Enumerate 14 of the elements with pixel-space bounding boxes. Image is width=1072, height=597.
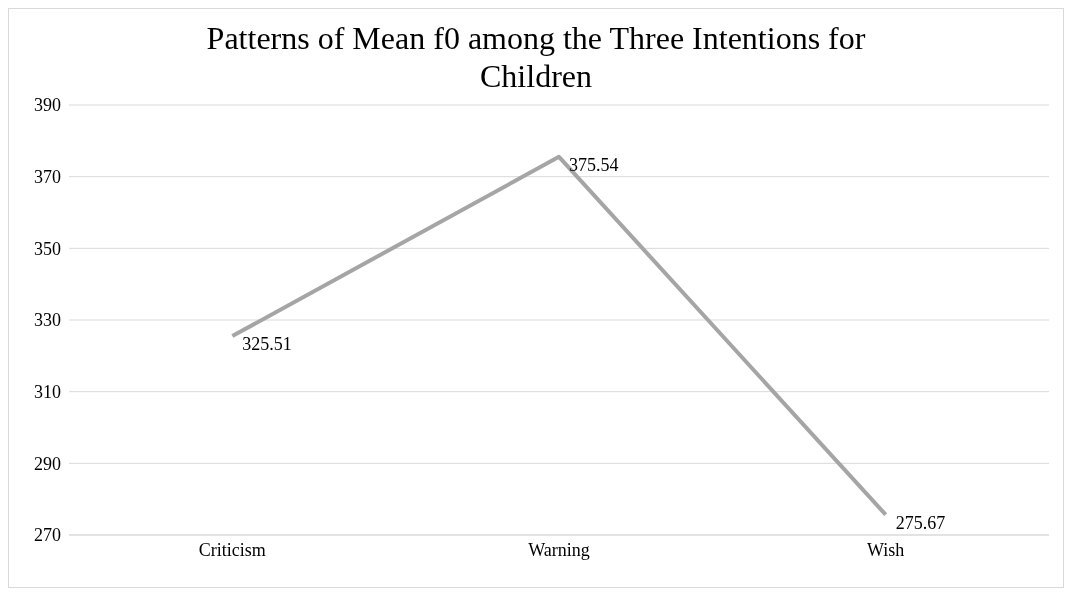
x-tick-label: Criticism: [198, 539, 266, 560]
y-tick-label: 370: [34, 167, 61, 188]
data-label: 375.54: [569, 154, 619, 175]
x-tick-label: Wish: [867, 539, 905, 560]
y-tick-label: 290: [34, 453, 61, 474]
y-tick-label: 310: [34, 382, 61, 403]
y-tick-label: 270: [34, 525, 61, 546]
data-label: 325.51: [242, 334, 292, 355]
y-tick-label: 350: [34, 238, 61, 259]
data-label: 275.67: [895, 512, 946, 533]
y-tick-label: 390: [34, 95, 61, 116]
x-tick-label: Warning: [528, 539, 590, 560]
chart-title: Patterns of Mean f0 among the Three Intentions for Children: [205, 19, 867, 95]
y-tick-label: 330: [34, 310, 61, 331]
